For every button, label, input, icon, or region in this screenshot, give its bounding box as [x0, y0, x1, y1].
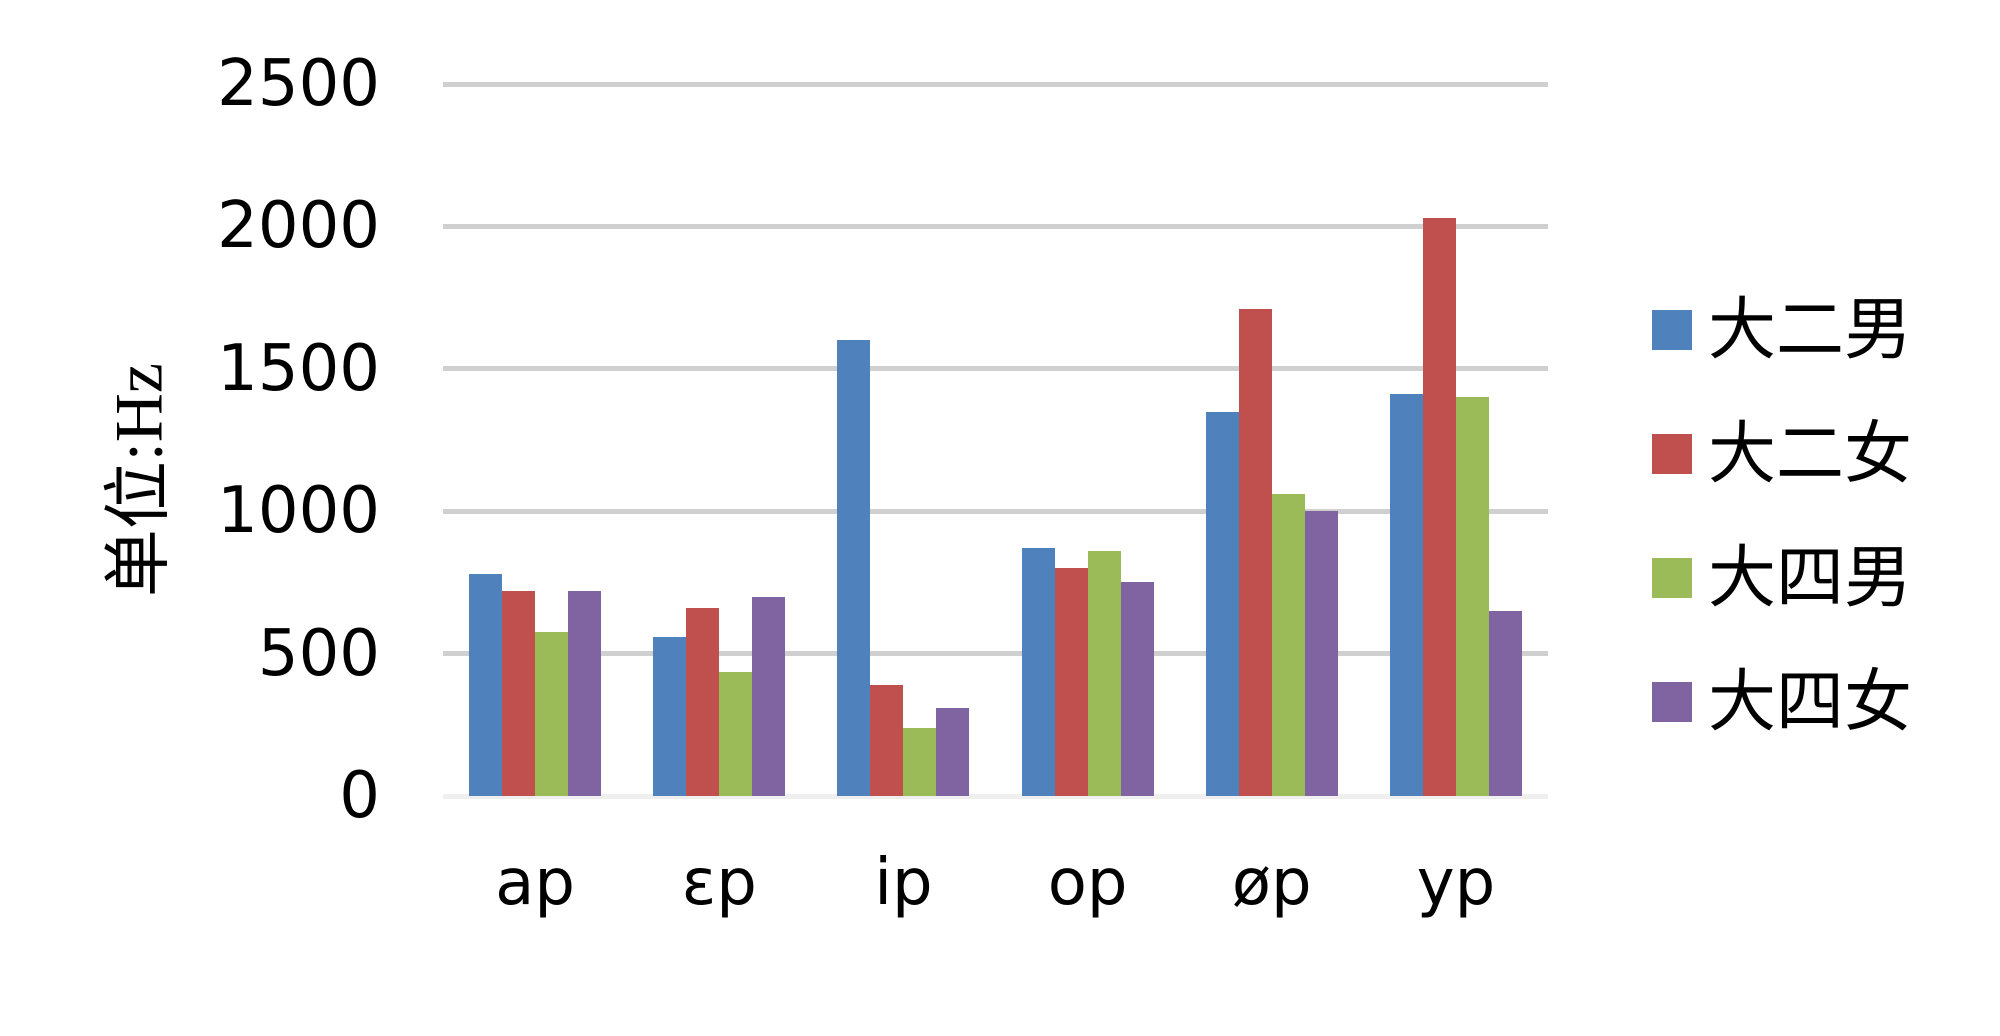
legend-swatch-icon — [1652, 310, 1692, 350]
bar-大二女-øp — [1238, 309, 1272, 796]
x-tick-label-op: op — [1047, 846, 1128, 920]
bar-大二男-yp — [1389, 394, 1423, 796]
gridline-2500 — [443, 81, 1548, 87]
gridline-1000 — [443, 508, 1548, 514]
y-tick-label-1500: 1500 — [217, 331, 380, 406]
bar-大二男-ip — [837, 340, 871, 796]
baseline-gridline — [443, 793, 1548, 799]
bar-大二男-op — [1021, 548, 1055, 796]
y-tick-label-500: 500 — [257, 616, 380, 691]
bar-大二女-εp — [686, 608, 720, 796]
y-tick-label-2000: 2000 — [217, 189, 380, 264]
x-tick-label-øp: øp — [1231, 846, 1312, 920]
legend-label: 大四女 — [1708, 664, 1913, 740]
legend-swatch-icon — [1652, 682, 1692, 722]
bar-大四女-op — [1120, 582, 1154, 796]
legend-swatch-icon — [1652, 434, 1692, 474]
bar-大四女-yp — [1488, 610, 1522, 796]
legend-item-大二女: 大二女 — [1652, 410, 1912, 498]
bar-大四男-yp — [1455, 397, 1489, 796]
bar-大二女-op — [1054, 568, 1088, 796]
bar-大四男-εp — [719, 672, 753, 796]
bar-groups — [443, 84, 1548, 796]
x-axis-category-labels: ap εp ip op øp yp — [443, 845, 1548, 922]
x-tick-label-ap: ap — [495, 846, 575, 920]
legend-label: 大二女 — [1708, 416, 1913, 492]
bar-group-op — [996, 84, 1180, 796]
bar-大四男-øp — [1271, 494, 1305, 796]
bar-大二女-yp — [1422, 217, 1456, 796]
x-tick-label-ip: ip — [874, 846, 933, 920]
bar-group-εp — [627, 84, 811, 796]
gridline-2000 — [443, 223, 1548, 229]
legend: 大二男大二女大四男大四女 — [1652, 286, 1912, 746]
bar-大四男-op — [1087, 551, 1121, 796]
bar-大四女-øp — [1304, 511, 1338, 796]
legend-label: 大二男 — [1708, 292, 1913, 368]
bar-大四男-ip — [903, 727, 937, 796]
bar-group-ip — [811, 84, 995, 796]
x-tick-label-εp: εp — [681, 846, 757, 920]
y-tick-label-2500: 2500 — [217, 47, 380, 121]
legend-label: 大四男 — [1708, 540, 1913, 616]
legend-item-大二男: 大二男 — [1652, 286, 1912, 374]
bar-group-yp — [1364, 84, 1548, 796]
y-tick-label-1000: 1000 — [217, 474, 380, 549]
bar-group-øp — [1180, 84, 1364, 796]
legend-item-大四男: 大四男 — [1652, 534, 1912, 622]
legend-swatch-icon — [1652, 558, 1692, 598]
bar-大四女-εp — [752, 596, 786, 796]
bar-大二男-øp — [1205, 411, 1239, 796]
legend-item-大四女: 大四女 — [1652, 658, 1912, 746]
y-tick-label-0: 0 — [339, 759, 380, 833]
x-tick-label-yp: yp — [1416, 846, 1496, 920]
bar-大四女-ap — [568, 590, 602, 796]
bar-大二男-εp — [653, 636, 687, 796]
bar-大二女-ip — [870, 684, 904, 796]
y-axis-tick-labels: 0 500 1000 1500 2000 2500 — [140, 52, 380, 828]
bar-group-ap — [443, 84, 627, 796]
bar-大二女-ap — [502, 590, 536, 796]
bar-大四男-ap — [535, 632, 569, 796]
bar-大二男-ap — [469, 573, 503, 796]
gridline-500 — [443, 651, 1548, 657]
bar-大四女-ip — [936, 707, 970, 796]
gridline-1500 — [443, 366, 1548, 372]
plot-area — [443, 81, 1548, 799]
